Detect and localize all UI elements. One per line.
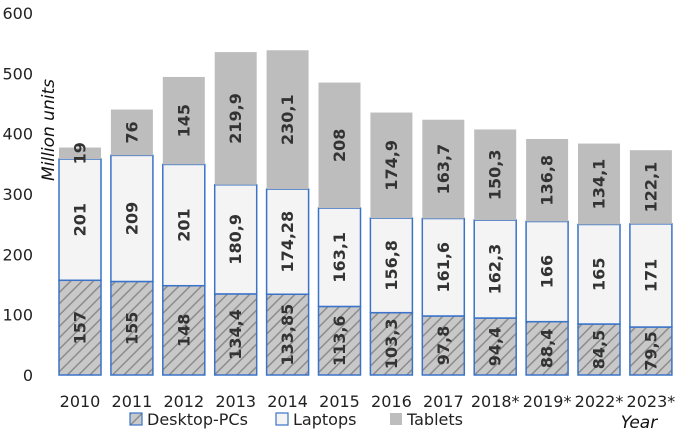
x-tick-label: 2022* bbox=[575, 392, 624, 411]
bar-tablets bbox=[162, 76, 205, 165]
bar-tablets bbox=[422, 119, 465, 219]
bar-desktop-pcs bbox=[577, 323, 621, 376]
bar-laptops bbox=[213, 184, 258, 295]
legend-tablets-swatch bbox=[390, 413, 402, 425]
bar-laptops bbox=[577, 223, 621, 325]
value-label-desktop-pcs: 133,85 bbox=[278, 304, 297, 366]
value-label-laptops: 162,3 bbox=[486, 244, 505, 295]
value-label-desktop-pcs: 97,8 bbox=[434, 326, 453, 365]
bar-laptops bbox=[317, 207, 362, 308]
x-tick-label: 2016 bbox=[371, 392, 412, 411]
bar-tablets bbox=[526, 138, 569, 222]
bar-tablets bbox=[474, 129, 517, 221]
legend-desktop-pcs-swatch bbox=[129, 412, 143, 426]
bar-desktop-pcs bbox=[213, 293, 258, 376]
value-label-desktop-pcs: 94,4 bbox=[486, 327, 505, 366]
value-label-laptops: 201 bbox=[174, 208, 193, 241]
bar-desktop-pcs bbox=[317, 305, 362, 376]
value-label-tablets: 136,8 bbox=[538, 155, 557, 206]
value-label-tablets: 230,1 bbox=[278, 94, 297, 145]
value-label-tablets: 174,9 bbox=[382, 140, 401, 191]
bar-tablets bbox=[110, 109, 153, 156]
value-label-desktop-pcs: 134,4 bbox=[226, 309, 245, 360]
value-label-desktop-pcs: 113,6 bbox=[330, 315, 349, 366]
x-tick-label: 2014 bbox=[267, 392, 308, 411]
value-label-laptops: 180,9 bbox=[226, 214, 245, 265]
legend-desktop-pcs-label: Desktop-PCs bbox=[147, 410, 248, 429]
x-axis-label: Year bbox=[621, 413, 658, 433]
value-label-tablets: 208 bbox=[330, 129, 349, 162]
value-label-tablets: 150,3 bbox=[486, 149, 505, 200]
legend-laptops-swatch bbox=[275, 412, 289, 426]
value-label-laptops: 201 bbox=[71, 203, 90, 236]
bar-desktop-pcs bbox=[525, 320, 569, 376]
bar-tablets bbox=[578, 143, 620, 225]
value-label-tablets: 163,7 bbox=[434, 144, 453, 195]
value-label-desktop-pcs: 155 bbox=[122, 312, 141, 345]
y-axis-label: Million units bbox=[39, 79, 59, 181]
value-label-tablets: 76 bbox=[122, 121, 141, 143]
value-label-tablets: 145 bbox=[174, 104, 193, 137]
bar-tablets bbox=[318, 82, 361, 209]
value-label-desktop-pcs: 157 bbox=[71, 311, 90, 344]
bar-laptops bbox=[369, 217, 414, 314]
value-label-desktop-pcs: 79,5 bbox=[641, 331, 660, 370]
bar-laptops bbox=[473, 219, 517, 319]
bar-desktop-pcs bbox=[473, 317, 517, 376]
value-label-desktop-pcs: 88,4 bbox=[538, 329, 557, 368]
x-tick-label: 2012 bbox=[163, 392, 204, 411]
value-label-laptops: 166 bbox=[538, 255, 557, 288]
y-tick-label: 0 bbox=[23, 366, 33, 385]
legend-laptops-label: Laptops bbox=[293, 410, 356, 429]
x-tick-label: 2023* bbox=[627, 392, 676, 411]
bar-laptops bbox=[525, 220, 569, 323]
y-tick-label: 200 bbox=[2, 245, 33, 264]
x-tick-label: 2013 bbox=[215, 392, 256, 411]
x-tick-label: 2017 bbox=[423, 392, 464, 411]
bar-tablets bbox=[370, 112, 413, 219]
value-label-desktop-pcs: 84,5 bbox=[590, 330, 609, 369]
value-label-laptops: 165 bbox=[590, 258, 609, 291]
x-tick-label: 2018* bbox=[471, 392, 520, 411]
value-label-tablets: 19 bbox=[71, 142, 90, 164]
bar-desktop-pcs bbox=[58, 279, 102, 376]
value-label-laptops: 163,1 bbox=[330, 232, 349, 283]
value-label-desktop-pcs: 103,3 bbox=[382, 319, 401, 370]
bar-laptops bbox=[58, 158, 102, 282]
value-label-laptops: 156,8 bbox=[382, 240, 401, 291]
value-label-tablets: 219,9 bbox=[226, 93, 245, 144]
bar-desktop-pcs bbox=[265, 293, 310, 376]
value-label-laptops: 171 bbox=[641, 259, 660, 292]
legend: Desktop-PCs Laptops Tablets bbox=[129, 410, 463, 429]
value-label-laptops: 209 bbox=[122, 202, 141, 235]
y-tick-label: 100 bbox=[2, 306, 33, 325]
y-tick-label: 500 bbox=[2, 64, 33, 83]
bar-tablets bbox=[214, 52, 257, 185]
value-label-laptops: 161,6 bbox=[434, 242, 453, 293]
bar-laptops bbox=[421, 217, 466, 317]
bar-desktop-pcs bbox=[421, 315, 466, 376]
value-label-laptops: 174,28 bbox=[278, 211, 297, 273]
x-tick-label: 2011 bbox=[112, 392, 153, 411]
y-tick-label: 400 bbox=[2, 125, 33, 144]
value-label-tablets: 122,1 bbox=[641, 162, 660, 213]
bar-tablets bbox=[629, 150, 672, 224]
bar-laptops bbox=[629, 223, 673, 328]
y-tick-label: 300 bbox=[2, 185, 33, 204]
value-label-tablets: 134,1 bbox=[590, 159, 609, 210]
bar-tablets bbox=[59, 147, 101, 160]
bar-tablets bbox=[266, 50, 309, 190]
value-label-desktop-pcs: 148 bbox=[174, 314, 193, 347]
y-tick-label: 600 bbox=[2, 4, 33, 23]
x-tick-label: 2010 bbox=[60, 392, 101, 411]
bar-laptops bbox=[110, 154, 154, 283]
x-tick-label: 2019* bbox=[523, 392, 572, 411]
legend-tablets-label: Tablets bbox=[406, 410, 463, 429]
x-tick-label: 2015 bbox=[319, 392, 360, 411]
